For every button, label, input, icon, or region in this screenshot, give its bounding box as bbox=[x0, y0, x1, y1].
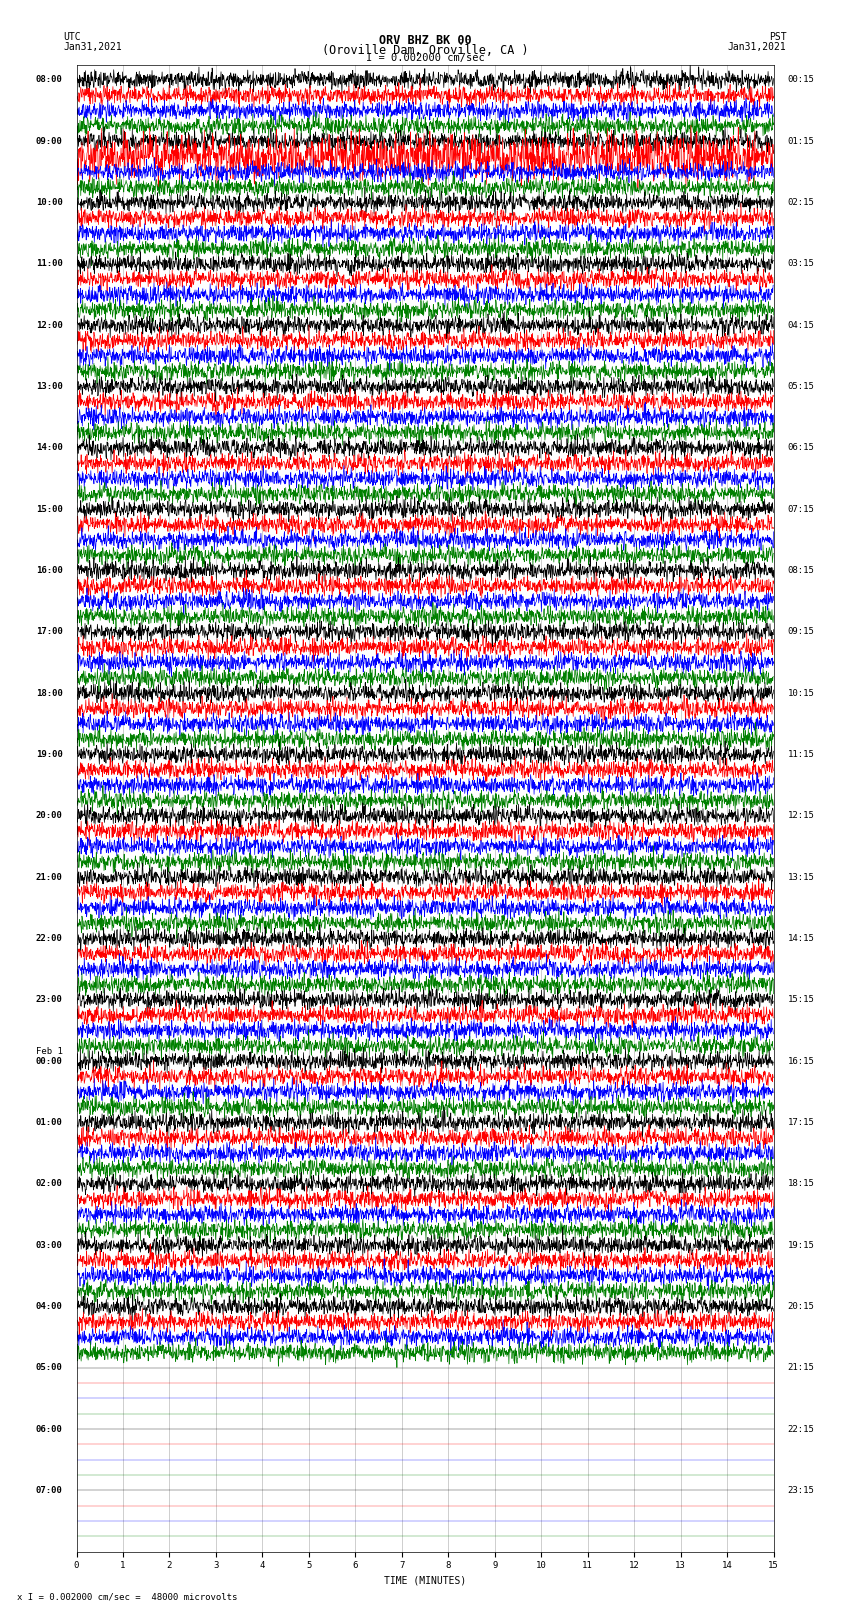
Text: 10:00: 10:00 bbox=[36, 198, 63, 206]
Text: 07:00: 07:00 bbox=[36, 1486, 63, 1495]
Text: 12:15: 12:15 bbox=[787, 811, 814, 821]
Text: 01:15: 01:15 bbox=[787, 137, 814, 145]
Text: 23:15: 23:15 bbox=[787, 1486, 814, 1495]
Text: 09:00: 09:00 bbox=[36, 137, 63, 145]
Text: PST: PST bbox=[768, 32, 786, 42]
Text: 11:15: 11:15 bbox=[787, 750, 814, 760]
Text: 19:00: 19:00 bbox=[36, 750, 63, 760]
Text: 05:15: 05:15 bbox=[787, 382, 814, 390]
Text: 21:00: 21:00 bbox=[36, 873, 63, 882]
Text: 04:00: 04:00 bbox=[36, 1302, 63, 1311]
Text: 03:00: 03:00 bbox=[36, 1240, 63, 1250]
Text: 07:15: 07:15 bbox=[787, 505, 814, 513]
X-axis label: TIME (MINUTES): TIME (MINUTES) bbox=[384, 1576, 466, 1586]
Text: Jan31,2021: Jan31,2021 bbox=[728, 42, 786, 52]
Text: (Oroville Dam, Oroville, CA ): (Oroville Dam, Oroville, CA ) bbox=[321, 44, 529, 56]
Text: UTC: UTC bbox=[64, 32, 82, 42]
Text: 03:15: 03:15 bbox=[787, 260, 814, 268]
Text: x I = 0.002000 cm/sec =  48000 microvolts: x I = 0.002000 cm/sec = 48000 microvolts bbox=[17, 1592, 237, 1602]
Text: 00:15: 00:15 bbox=[787, 76, 814, 84]
Text: 20:15: 20:15 bbox=[787, 1302, 814, 1311]
Text: 02:15: 02:15 bbox=[787, 198, 814, 206]
Text: 19:15: 19:15 bbox=[787, 1240, 814, 1250]
Text: 20:00: 20:00 bbox=[36, 811, 63, 821]
Text: 23:00: 23:00 bbox=[36, 995, 63, 1005]
Text: 17:00: 17:00 bbox=[36, 627, 63, 636]
Text: 05:00: 05:00 bbox=[36, 1363, 63, 1373]
Text: 21:15: 21:15 bbox=[787, 1363, 814, 1373]
Text: 22:15: 22:15 bbox=[787, 1424, 814, 1434]
Text: 08:00: 08:00 bbox=[36, 76, 63, 84]
Text: I = 0.002000 cm/sec: I = 0.002000 cm/sec bbox=[366, 53, 484, 63]
Text: 04:15: 04:15 bbox=[787, 321, 814, 329]
Text: 18:00: 18:00 bbox=[36, 689, 63, 698]
Text: 11:00: 11:00 bbox=[36, 260, 63, 268]
Text: Feb 1: Feb 1 bbox=[36, 1047, 63, 1057]
Text: 16:00: 16:00 bbox=[36, 566, 63, 574]
Text: 06:00: 06:00 bbox=[36, 1424, 63, 1434]
Text: 15:00: 15:00 bbox=[36, 505, 63, 513]
Text: ORV BHZ BK 00: ORV BHZ BK 00 bbox=[379, 34, 471, 47]
Text: 12:00: 12:00 bbox=[36, 321, 63, 329]
Text: 02:00: 02:00 bbox=[36, 1179, 63, 1189]
Text: 15:15: 15:15 bbox=[787, 995, 814, 1005]
Text: 08:15: 08:15 bbox=[787, 566, 814, 574]
Text: 13:15: 13:15 bbox=[787, 873, 814, 882]
Text: 17:15: 17:15 bbox=[787, 1118, 814, 1127]
Text: 22:00: 22:00 bbox=[36, 934, 63, 944]
Text: 00:00: 00:00 bbox=[36, 1057, 63, 1066]
Text: Jan31,2021: Jan31,2021 bbox=[64, 42, 122, 52]
Text: 16:15: 16:15 bbox=[787, 1057, 814, 1066]
Text: 10:15: 10:15 bbox=[787, 689, 814, 698]
Text: 14:00: 14:00 bbox=[36, 444, 63, 452]
Text: 14:15: 14:15 bbox=[787, 934, 814, 944]
Text: 09:15: 09:15 bbox=[787, 627, 814, 636]
Text: 13:00: 13:00 bbox=[36, 382, 63, 390]
Text: 01:00: 01:00 bbox=[36, 1118, 63, 1127]
Text: 18:15: 18:15 bbox=[787, 1179, 814, 1189]
Text: 06:15: 06:15 bbox=[787, 444, 814, 452]
